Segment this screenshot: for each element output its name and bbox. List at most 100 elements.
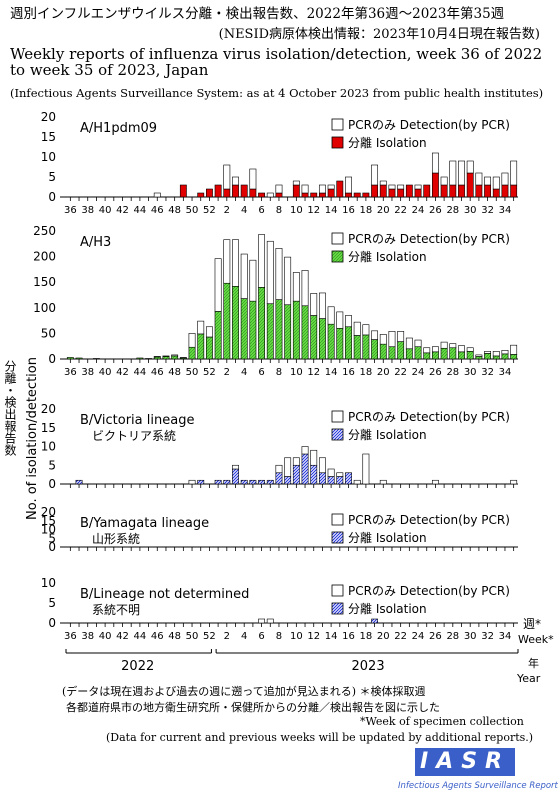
legend-swatch-pcr (331, 232, 344, 245)
bar-pcr (492, 351, 500, 357)
y-tick-label: 15 (41, 514, 56, 528)
iasr-logo-subtitle: Infectious Agents Surveillance Report (398, 781, 558, 791)
bar-isolation (440, 184, 448, 198)
bar-pcr (275, 464, 283, 474)
week-label-jp: 週* (523, 617, 541, 631)
legend-label-isolation: 分離 Isolation (348, 250, 427, 264)
x-tick-label: 38 (81, 205, 94, 216)
bar-pcr (336, 472, 344, 477)
bar-pcr (484, 351, 492, 354)
bar-pcr (440, 341, 448, 349)
bar-pcr (214, 258, 222, 312)
bar-isolation (223, 479, 231, 485)
x-tick-label: 24 (412, 205, 425, 216)
legend-label-pcr: PCRのみ Detection(by PCR) (348, 118, 510, 132)
x-tick-label: 6 (258, 367, 264, 378)
bar-pcr (466, 347, 474, 352)
bar-isolation (510, 354, 518, 360)
y-tick-label: 20 (41, 402, 56, 416)
x-tick-label: 20 (377, 205, 390, 216)
bar-isolation (449, 347, 457, 360)
x-tick-label: 26 (429, 205, 442, 216)
bar-isolation (188, 346, 196, 360)
x-tick-label: 8 (276, 631, 282, 642)
x-tick-label: 34 (499, 205, 512, 216)
x-tick-label: 52 (203, 631, 216, 642)
bar-pcr (510, 479, 518, 485)
legend-swatch-pcr (331, 584, 344, 597)
y-tick-label: 150 (33, 275, 56, 289)
bar-pcr (345, 176, 352, 194)
bar-pcr (414, 184, 422, 190)
y-tick-label: 5 (48, 596, 56, 610)
bar-isolation (327, 188, 335, 198)
bar-isolation (275, 472, 283, 485)
bar-isolation (75, 357, 83, 360)
year-label-2023: 2023 (352, 659, 385, 674)
bar-isolation (232, 184, 239, 198)
panel-title: A/H1pdm09 (80, 121, 157, 136)
y-tick-label: 10 (41, 576, 56, 590)
legend-swatch-isolation (331, 531, 344, 544)
iasr-logo: IASR (415, 748, 515, 776)
bar-isolation (431, 351, 439, 360)
bar-pcr (362, 324, 370, 336)
bar-isolation (301, 305, 309, 360)
bar-isolation (310, 192, 318, 198)
x-tick-label: 16 (342, 205, 355, 216)
x-tick-label: 12 (307, 631, 320, 642)
footnote-jp-2: 各都道府県市の地方衛生研究所・保健所からの分離／検出報告を図に示した (66, 701, 440, 714)
bar-pcr (327, 468, 335, 477)
year-label-2022: 2022 (121, 659, 154, 674)
footnote-en-1: *Week of specimen collection (360, 715, 524, 728)
x-tick-label: 48 (168, 205, 181, 216)
x-tick-label: 10 (290, 631, 303, 642)
bar-isolation (266, 303, 274, 360)
x-tick-label: 30 (464, 631, 477, 642)
y-tick-label: 0 (48, 477, 56, 491)
legend-label-pcr: PCRのみ Detection(by PCR) (348, 410, 510, 424)
panel-subtitle: ビクトリア系統 (92, 429, 176, 443)
bar-isolation (171, 355, 179, 360)
x-tick-label: 36 (64, 631, 77, 642)
footnote-jp-1: (データは現在週および過去の週に遡って追加が見込まれる) ＊検体採取週 (62, 685, 426, 698)
bar-pcr (336, 311, 344, 329)
bar-isolation (423, 352, 431, 360)
bar-isolation (414, 188, 422, 198)
bar-pcr (510, 344, 518, 355)
x-tick-label: 28 (446, 631, 459, 642)
x-tick-label: 24 (412, 631, 425, 642)
legend-label-isolation: 分離 Isolation (348, 428, 427, 442)
bar-pcr (431, 346, 439, 353)
bar-pcr (232, 239, 239, 287)
bar-isolation (249, 300, 257, 360)
bar-pcr (397, 184, 405, 190)
bar-pcr (379, 334, 387, 345)
legend-label-pcr: PCRのみ Detection(by PCR) (348, 232, 510, 246)
bar-pcr (284, 457, 292, 477)
x-tick-label: 38 (81, 631, 94, 642)
x-tick-label: 28 (446, 367, 459, 378)
bar-isolation (449, 184, 457, 198)
panel-title: A/H3 (80, 235, 111, 250)
x-tick-label: 12 (307, 205, 320, 216)
bar-pcr (414, 339, 422, 348)
bar-pcr (510, 160, 518, 186)
y-tick-label: 200 (33, 250, 56, 264)
bar-pcr (405, 337, 413, 350)
x-tick-label: 44 (134, 631, 147, 642)
bar-isolation (475, 184, 483, 198)
x-tick-label: 46 (151, 631, 164, 642)
y-tick-label: 50 (41, 326, 56, 340)
y-axis-title-jp: 分離・検出報告数 (3, 360, 17, 457)
bar-pcr (301, 184, 309, 194)
bar-isolation (275, 299, 283, 360)
bar-isolation (379, 184, 387, 198)
x-tick-label: 12 (307, 367, 320, 378)
bar-isolation (388, 188, 396, 198)
legend-label-isolation: 分離 Isolation (348, 531, 427, 545)
x-tick-label: 32 (481, 367, 494, 378)
x-tick-label: 42 (116, 631, 129, 642)
x-tick-label: 16 (342, 367, 355, 378)
bar-pcr (197, 320, 205, 335)
